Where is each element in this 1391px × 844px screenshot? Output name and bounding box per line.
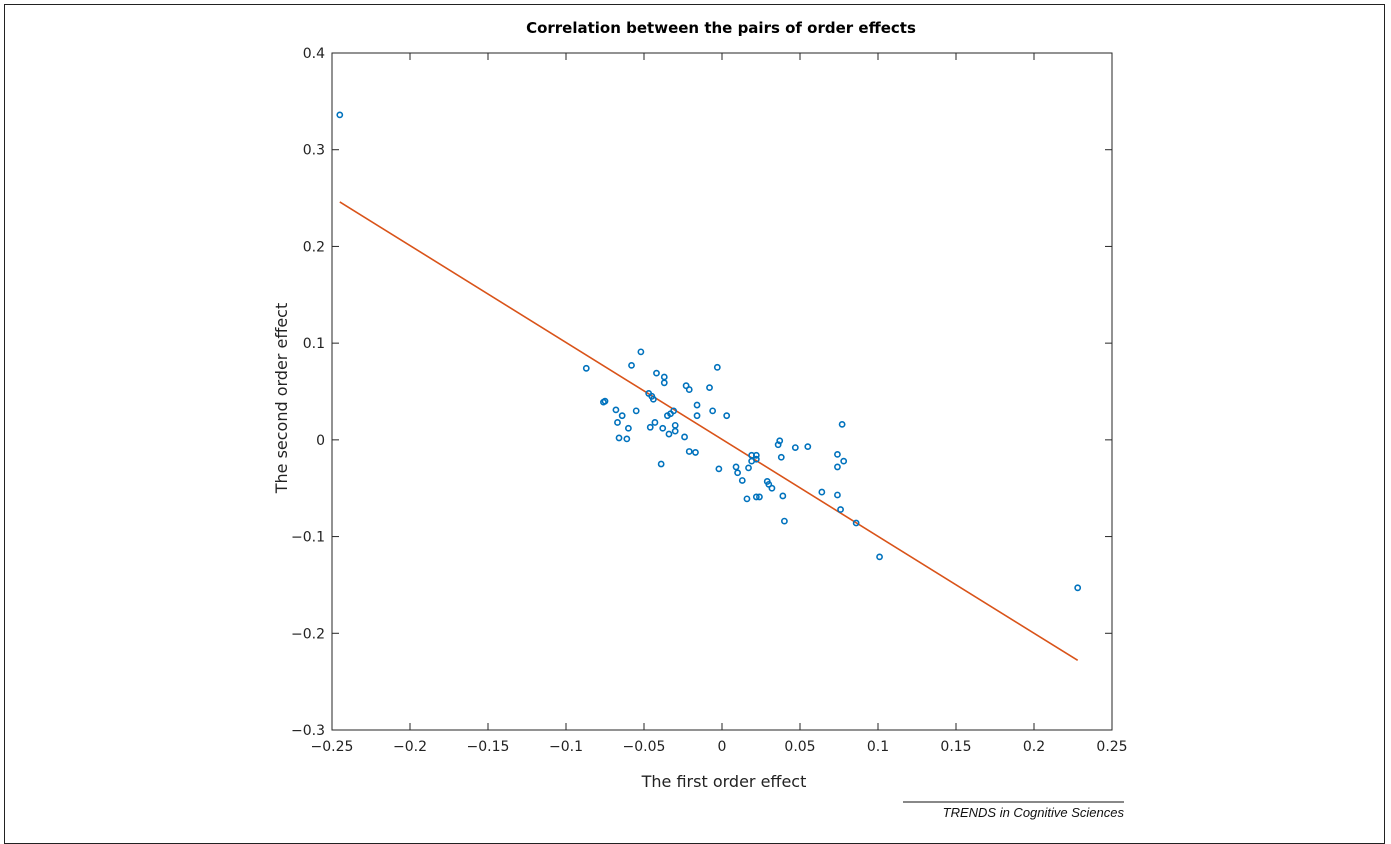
- data-point: [779, 492, 787, 500]
- data-point: [709, 407, 717, 415]
- chart-title: Correlation between the pairs of order e…: [526, 19, 916, 37]
- y-tick-label: −0.1: [291, 530, 325, 546]
- data-point: [715, 465, 723, 473]
- x-tick-label: 0: [718, 739, 727, 755]
- data-point: [649, 395, 657, 403]
- data-point: [1074, 584, 1082, 592]
- footer-credit: TRENDS in Cognitive Sciences: [943, 805, 1125, 820]
- data-point: [834, 450, 841, 458]
- data-point: [752, 455, 760, 463]
- y-tick-label: 0.4: [303, 46, 325, 62]
- data-point: [670, 407, 678, 415]
- x-axis-label: The first order effect: [641, 772, 807, 791]
- y-tick-label: 0.1: [303, 336, 325, 352]
- data-point: [734, 469, 741, 477]
- data-point: [756, 493, 763, 501]
- data-point: [732, 463, 740, 471]
- x-tick-label: 0.05: [784, 739, 815, 755]
- data-point: [660, 373, 668, 381]
- data-point: [681, 433, 688, 441]
- data-point: [777, 453, 785, 461]
- data-point: [776, 437, 784, 445]
- data-point: [781, 517, 788, 525]
- data-point: [671, 421, 679, 429]
- y-tick-label: −0.3: [291, 723, 325, 739]
- x-tick-label: 0.25: [1096, 739, 1127, 755]
- data-point: [840, 457, 848, 465]
- data-point: [768, 484, 776, 492]
- data-point: [791, 444, 799, 451]
- data-point: [852, 519, 860, 527]
- data-point: [618, 412, 626, 420]
- data-point: [834, 491, 841, 499]
- data-point: [693, 412, 701, 420]
- x-tick-label: −0.15: [467, 739, 510, 755]
- data-point: [601, 397, 609, 405]
- data-point: [625, 424, 632, 432]
- data-point: [659, 424, 667, 432]
- y-axis-label: The second order effect: [272, 303, 291, 495]
- data-point: [804, 443, 812, 451]
- data-point: [745, 464, 752, 472]
- y-tick-label: 0.2: [303, 239, 325, 255]
- axes-box: [331, 52, 1113, 731]
- x-tick-label: −0.2: [393, 739, 427, 755]
- data-point: [692, 449, 699, 456]
- data-point: [818, 488, 826, 496]
- x-tick-label: 0.2: [1023, 739, 1045, 755]
- y-tick-label: −0.2: [291, 626, 325, 642]
- data-point: [752, 451, 760, 459]
- data-point: [693, 401, 701, 409]
- data-point: [637, 348, 645, 356]
- data-point: [657, 460, 665, 468]
- y-tick-label: 0: [316, 433, 325, 449]
- data-point: [615, 434, 623, 442]
- data-point: [336, 111, 344, 119]
- x-tick-label: −0.25: [311, 739, 354, 755]
- plot-area: −0.25 −0.2 −0.15 −0.1 −0.05 0 0.05 0.1 0.15 0.2 0.…: [291, 46, 1128, 755]
- data-point: [628, 361, 635, 369]
- data-point: [834, 463, 841, 471]
- data-point: [752, 493, 760, 501]
- data-point: [838, 420, 846, 428]
- data-point: [723, 412, 731, 420]
- data-point: [660, 379, 668, 387]
- data-point: [646, 423, 654, 431]
- x-tick-label: −0.05: [623, 739, 666, 755]
- regression-line: [339, 201, 1079, 662]
- data-point: [706, 384, 713, 392]
- data-point: [582, 364, 590, 372]
- data-point: [685, 386, 693, 393]
- y-tick-label: 0.3: [303, 143, 325, 159]
- data-point: [685, 448, 693, 455]
- data-point: [876, 553, 883, 561]
- data-point: [612, 406, 620, 414]
- x-tick-label: 0.15: [940, 739, 971, 755]
- data-point: [738, 477, 746, 484]
- data-point: [614, 419, 621, 426]
- data-point: [713, 363, 721, 371]
- data-point: [623, 435, 631, 443]
- data-point: [837, 506, 844, 513]
- data-point: [665, 430, 673, 438]
- x-tick-label: −0.1: [549, 739, 583, 755]
- data-point: [671, 427, 679, 435]
- data-point: [651, 419, 659, 426]
- x-tick-label: 0.1: [867, 739, 889, 755]
- data-point: [632, 407, 640, 415]
- data-point: [653, 369, 660, 377]
- data-point: [743, 495, 751, 503]
